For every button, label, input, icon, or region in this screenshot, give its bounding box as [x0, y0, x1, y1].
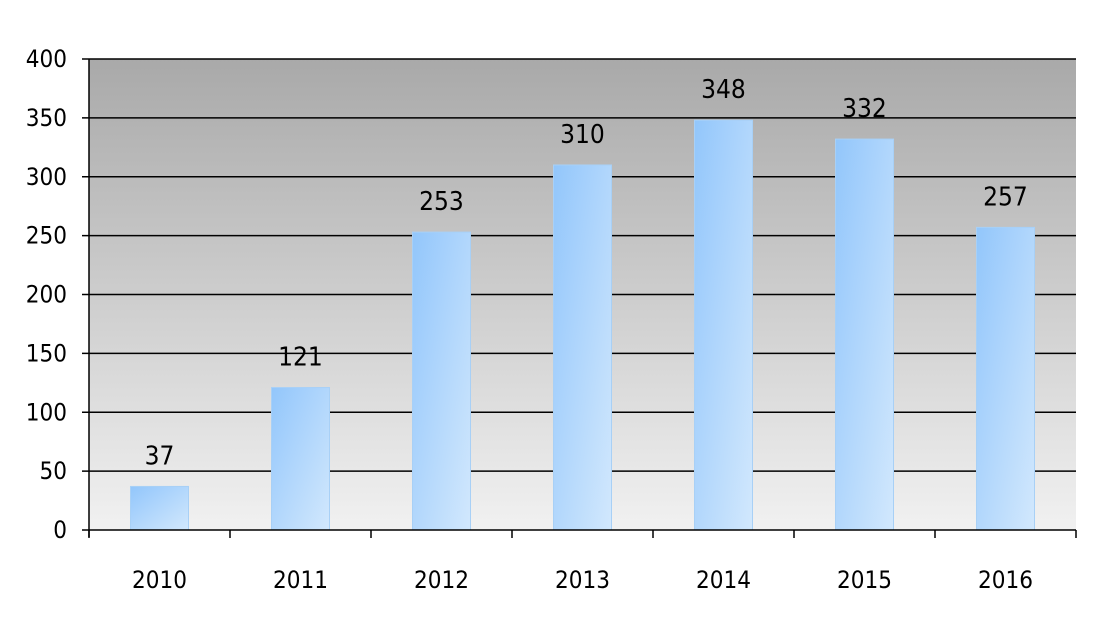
- data-label-2010: 37: [145, 441, 175, 471]
- y-tick-label-50: 50: [40, 457, 67, 485]
- data-label-2014: 348: [701, 75, 746, 105]
- y-tick-label-400: 400: [26, 45, 67, 73]
- bar-2012: [412, 231, 471, 531]
- bars: [130, 119, 1035, 531]
- bar-2016: [976, 226, 1035, 531]
- data-label-2011: 121: [278, 343, 323, 373]
- bar-2013: [553, 164, 612, 531]
- x-tick-label-2014: 2014: [696, 566, 751, 594]
- data-label-2012: 253: [419, 187, 464, 217]
- x-tick-label-2010: 2010: [132, 566, 187, 594]
- y-tick-label-200: 200: [26, 281, 67, 309]
- x-tick-label-2016: 2016: [978, 566, 1033, 594]
- bar-2015: [835, 138, 894, 531]
- bar-2010: [130, 485, 189, 531]
- x-tick-label-2012: 2012: [414, 566, 469, 594]
- bar-2011: [271, 387, 330, 531]
- y-tick-label-150: 150: [26, 339, 67, 367]
- y-tick-label-350: 350: [26, 104, 67, 132]
- x-tick-label-2015: 2015: [837, 566, 892, 594]
- data-label-2016: 257: [983, 182, 1028, 212]
- x-axis-ticks: 2010 2011 2012 2013 2014 2015 2016: [132, 566, 1033, 594]
- axes: [82, 58, 1077, 538]
- y-tick-label-100: 100: [26, 398, 67, 426]
- data-label-2015: 332: [842, 94, 887, 124]
- y-tick-label-300: 300: [26, 163, 67, 191]
- y-tick-label-250: 250: [26, 222, 67, 250]
- data-label-2013: 310: [560, 120, 605, 150]
- y-tick-label-0: 0: [53, 516, 67, 544]
- x-tick-label-2013: 2013: [555, 566, 610, 594]
- data-labels: 37 121 253 310 348 332 257: [145, 75, 1028, 471]
- bar-2014: [694, 119, 753, 531]
- y-axis-ticks: 0 50 100 150 200 250 300 350 400: [26, 45, 67, 544]
- x-tick-label-2011: 2011: [273, 566, 328, 594]
